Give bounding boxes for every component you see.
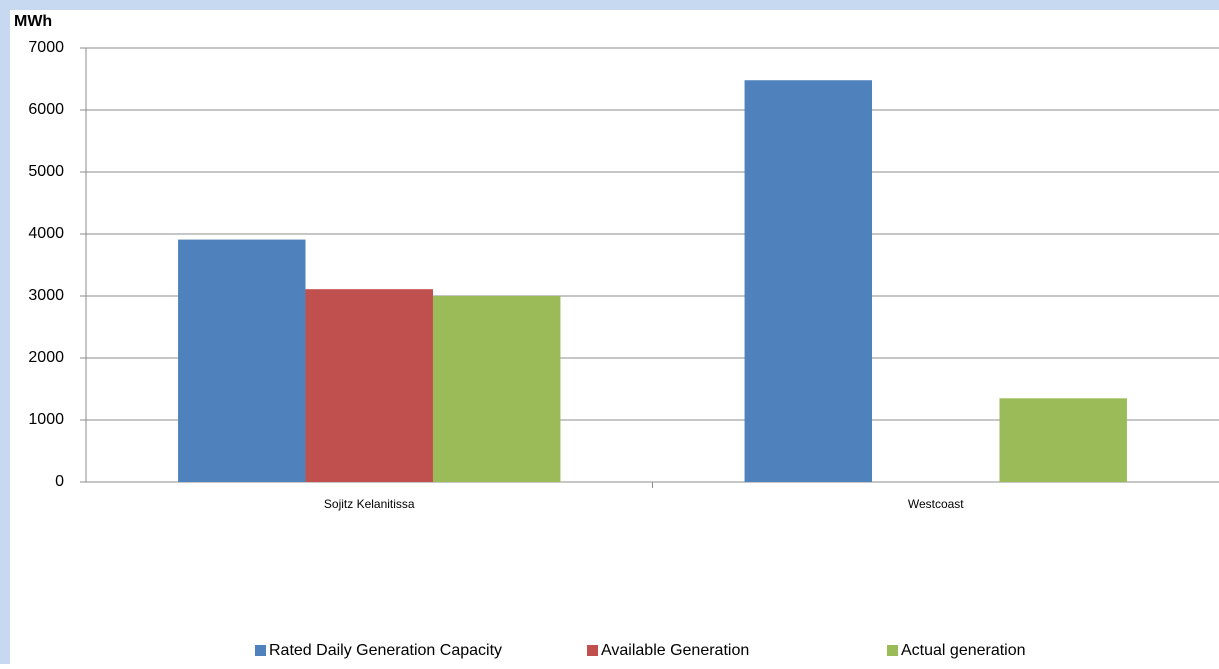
legend-label: Actual generation [901, 642, 1026, 659]
y-tick-label: 7000 [28, 39, 64, 56]
y-tick-label: 2000 [28, 349, 64, 366]
legend-label: Rated Daily Generation Capacity [269, 642, 502, 659]
y-axis-label: MWh [14, 13, 52, 30]
y-tick-label: 3000 [28, 287, 64, 304]
y-tick-label: 6000 [28, 101, 64, 118]
x-tick-label: Westcoast [908, 497, 964, 511]
legend-label: Available Generation [601, 642, 749, 659]
bar [178, 239, 306, 482]
bar [305, 289, 433, 482]
y-tick-label: 0 [55, 473, 64, 490]
bar [999, 398, 1127, 482]
y-tick-label: 5000 [28, 163, 64, 180]
legend-swatch [255, 645, 266, 656]
y-tick-label: 1000 [28, 411, 64, 428]
y-tick-label: 4000 [28, 225, 64, 242]
legend-swatch [887, 645, 898, 656]
bar [744, 80, 873, 483]
bar [432, 296, 561, 482]
legend-swatch [587, 645, 598, 656]
x-tick-label: Sojitz Kelanitissa [324, 497, 415, 511]
